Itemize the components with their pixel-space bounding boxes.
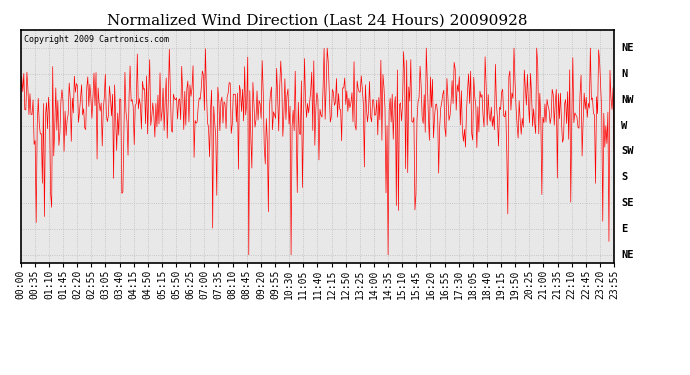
Text: E: E — [621, 224, 627, 234]
Text: NE: NE — [621, 43, 633, 53]
Text: SE: SE — [621, 198, 633, 208]
Text: SW: SW — [621, 146, 633, 156]
Text: NE: NE — [621, 250, 633, 260]
Text: S: S — [621, 172, 627, 182]
Text: W: W — [621, 121, 627, 130]
Text: NW: NW — [621, 95, 633, 105]
Title: Normalized Wind Direction (Last 24 Hours) 20090928: Normalized Wind Direction (Last 24 Hours… — [107, 13, 528, 27]
Text: N: N — [621, 69, 627, 79]
Text: Copyright 2009 Cartronics.com: Copyright 2009 Cartronics.com — [23, 34, 168, 44]
